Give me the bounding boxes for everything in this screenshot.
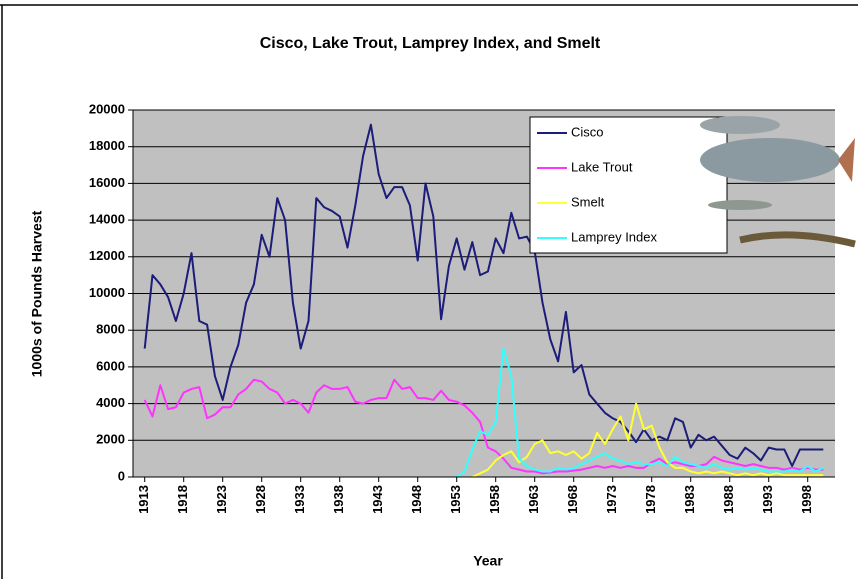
- x-axis-label: Year: [473, 553, 503, 569]
- x-tick-label: 1998: [799, 485, 814, 514]
- y-tick-label: 10000: [89, 285, 125, 300]
- y-tick-label: 0: [118, 468, 125, 483]
- y-tick-label: 12000: [89, 248, 125, 263]
- y-tick-label: 18000: [89, 138, 125, 153]
- x-tick-label: 1923: [214, 485, 229, 514]
- legend-label: Smelt: [571, 194, 605, 209]
- x-tick-label: 1928: [253, 485, 268, 514]
- legend: Cisco Lake Trout Smelt Lamprey Index: [530, 117, 727, 253]
- x-tick-label: 1988: [721, 485, 736, 514]
- fish-icon: [700, 138, 840, 182]
- y-axis-label: 1000s of Pounds Harvest: [29, 210, 45, 377]
- x-tick-label: 1968: [565, 485, 580, 514]
- chart-title: Cisco, Lake Trout, Lamprey Index, and Sm…: [260, 35, 601, 52]
- y-tick-label: 6000: [96, 358, 125, 373]
- legend-label: Cisco: [571, 124, 604, 139]
- x-tick-label: 1983: [682, 485, 697, 514]
- x-tick-label: 1933: [292, 485, 307, 514]
- chart: Cisco, Lake Trout, Lamprey Index, and Sm…: [0, 0, 858, 579]
- y-tick-label: 4000: [96, 395, 125, 410]
- x-tick-label: 1978: [643, 485, 658, 514]
- fish-icon: [700, 116, 780, 134]
- x-tick-label: 1993: [760, 485, 775, 514]
- y-tick-label: 8000: [96, 322, 125, 337]
- x-tick-label: 1948: [409, 485, 424, 514]
- x-tick-label: 1973: [604, 485, 619, 514]
- x-tick-label: 1963: [526, 485, 541, 514]
- x-tick-label: 1938: [331, 485, 346, 514]
- y-tick-label: 16000: [89, 175, 125, 190]
- fish-icon: [708, 200, 772, 210]
- x-tick-label: 1953: [448, 485, 463, 514]
- x-tick-label: 1958: [487, 485, 502, 514]
- legend-label: Lake Trout: [571, 159, 633, 174]
- legend-label: Lamprey Index: [571, 229, 657, 244]
- x-tick-label: 1913: [136, 485, 151, 514]
- x-tick-label: 1918: [175, 485, 190, 514]
- y-tick-label: 2000: [96, 432, 125, 447]
- y-tick-label: 14000: [89, 212, 125, 227]
- x-tick-label: 1943: [370, 485, 385, 514]
- y-tick-label: 20000: [89, 101, 125, 116]
